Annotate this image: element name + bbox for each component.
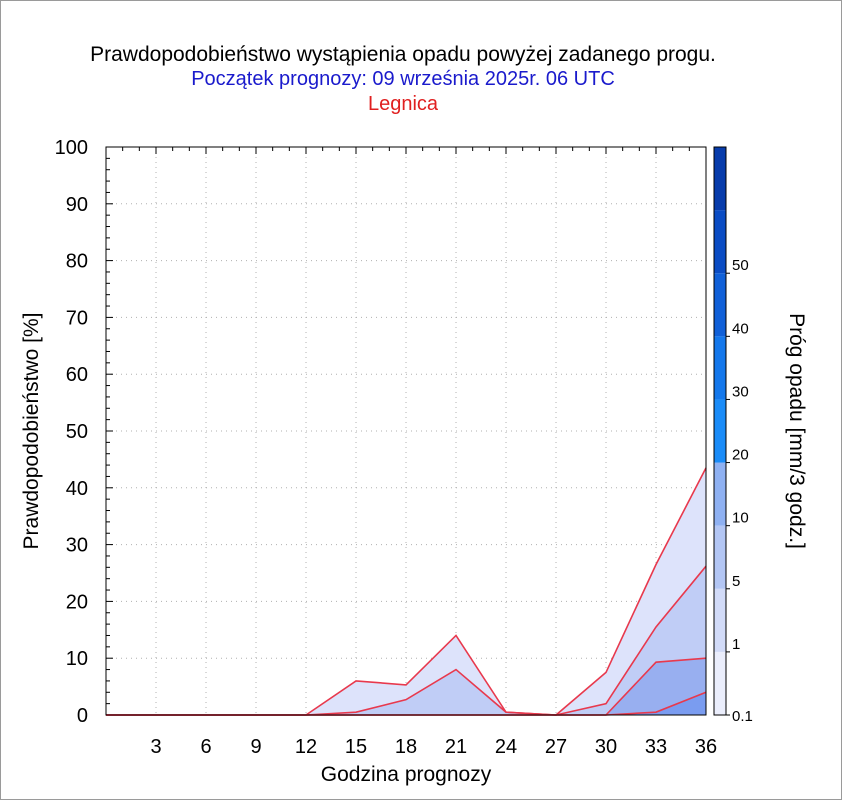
colorbar-segment — [714, 588, 726, 652]
colorbar — [713, 146, 727, 716]
colorbar-segment — [714, 462, 726, 526]
colorbar-segment — [714, 651, 726, 715]
colorbar-tick-label: 20 — [732, 447, 749, 464]
y-tick-label: 90 — [66, 194, 88, 216]
x-tick-label: 33 — [645, 736, 667, 758]
colorbar-segment — [714, 273, 726, 337]
y-tick-label: 0 — [77, 705, 88, 727]
colorbar-tick-labels: 0.1 1 5 10 20 30 40 50 — [726, 257, 753, 725]
minor-ticks — [105, 146, 707, 716]
colorbar-segment — [714, 336, 726, 400]
x-tick-labels: 3 6 9 12 15 18 21 24 27 30 33 36 — [150, 736, 717, 758]
location-label: Legnica — [367, 93, 439, 115]
y-tick-label: 60 — [66, 364, 88, 386]
colorbar-tick-label: 10 — [732, 510, 749, 527]
colorbar-tick-label: 5 — [732, 573, 740, 590]
x-axis-label: Godzina prognozy — [321, 763, 492, 786]
colorbar-tick-label: 50 — [732, 257, 749, 274]
y-axis-label: Prawdopodobieństwo [%] — [20, 313, 43, 550]
x-tick-label: 3 — [150, 736, 161, 758]
y-tick-label: 70 — [66, 307, 88, 329]
x-tick-label: 27 — [545, 736, 567, 758]
x-tick-label: 6 — [200, 736, 211, 758]
x-tick-label: 15 — [345, 736, 367, 758]
colorbar-label: Próg opadu [mm/3 godz.] — [785, 313, 808, 549]
x-tick-label: 9 — [250, 736, 261, 758]
forecast-start-subtitle: Początek prognozy: 09 września 2025r. 06… — [191, 68, 615, 90]
y-tick-labels: 0 10 20 30 40 50 60 70 80 90 100 — [55, 137, 88, 727]
colorbar-tick-label: 0.1 — [732, 708, 753, 725]
x-tick-label: 36 — [695, 736, 717, 758]
x-tick-label: 30 — [595, 736, 617, 758]
y-tick-label: 100 — [55, 137, 88, 159]
colorbar-segment — [714, 210, 726, 274]
colorbar-tick-label: 1 — [732, 636, 740, 653]
colorbar-frame — [713, 146, 727, 716]
x-tick-label: 18 — [395, 736, 417, 758]
x-tick-label: 24 — [495, 736, 517, 758]
y-tick-label: 10 — [66, 648, 88, 670]
y-tick-label: 50 — [66, 421, 88, 443]
chart-title: Prawdopodobieństwo wystąpienia opadu pow… — [90, 43, 716, 66]
grid-lines — [106, 147, 706, 715]
y-tick-label: 30 — [66, 535, 88, 557]
colorbar-segment — [714, 399, 726, 463]
area-threshold-5 — [106, 658, 706, 715]
colorbar-segment — [714, 525, 726, 589]
colorbar-tick-label: 30 — [732, 383, 749, 400]
y-tick-label: 40 — [66, 478, 88, 500]
colorbar-tick-label: 40 — [732, 320, 749, 337]
y-tick-label: 20 — [66, 591, 88, 613]
x-tick-label: 12 — [295, 736, 317, 758]
y-tick-label: 80 — [66, 251, 88, 273]
x-tick-label: 21 — [445, 736, 467, 758]
colorbar-segment — [714, 147, 726, 211]
